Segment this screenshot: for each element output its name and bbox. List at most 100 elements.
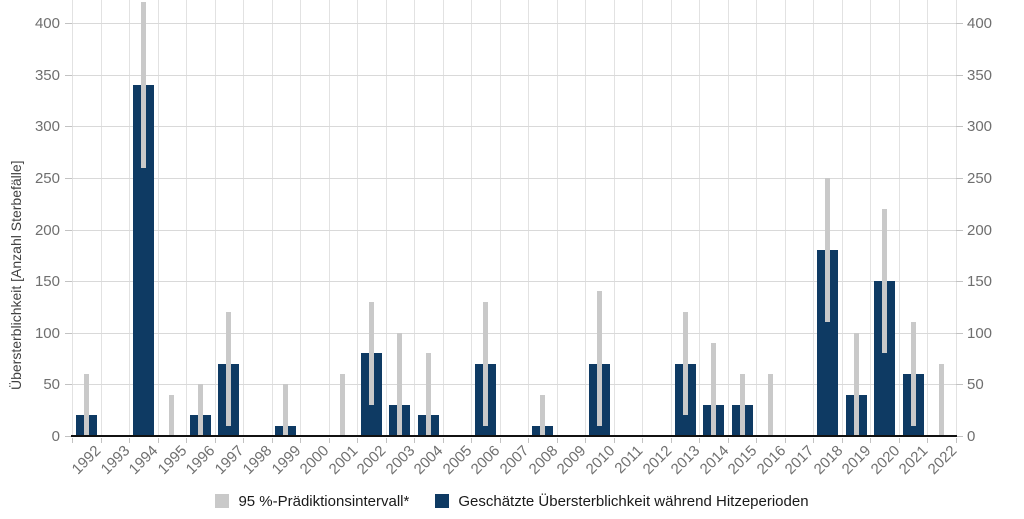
vertical-gridline [528, 0, 530, 436]
x-axis-tick [385, 438, 387, 443]
vertical-gridline [727, 0, 729, 436]
x-axis-tick [129, 438, 131, 443]
x-axis-label-2011: 2011 [611, 442, 647, 478]
prediction-interval-2015 [739, 374, 745, 436]
x-axis-tick [499, 438, 501, 443]
bar-1994 [132, 84, 154, 436]
legend-label-excess-mortality[interactable]: Geschätzte Übersterblichkeit während Hit… [458, 492, 809, 510]
x-axis-label-2018: 2018 [810, 442, 846, 478]
x-axis-tick [699, 438, 701, 443]
x-axis-tick [414, 438, 416, 443]
vertical-gridline [784, 0, 786, 436]
x-axis-tick [870, 438, 872, 443]
x-axis-tick [214, 438, 216, 443]
y-axis-tick-label-right: 150 [967, 273, 993, 291]
x-axis-tick [956, 438, 957, 443]
x-axis-label-2019: 2019 [838, 442, 875, 478]
x-axis-label-1998: 1998 [240, 442, 276, 478]
x-axis-line [71, 435, 957, 437]
legend-swatch-prediction-interval[interactable] [215, 494, 230, 508]
y-axis-tick-label-left: 0 [51, 428, 60, 445]
x-axis-tick [100, 438, 102, 443]
horizontal-gridline [72, 126, 956, 128]
x-axis-label-1995: 1995 [154, 442, 191, 478]
x-axis-tick [585, 438, 587, 443]
legend-label-prediction-interval[interactable]: 95 %-Prädiktionsintervall* [238, 492, 410, 510]
x-axis-label-1997: 1997 [211, 442, 248, 478]
prediction-interval-2008 [540, 394, 546, 436]
x-axis-tick [927, 438, 929, 443]
prediction-interval-2010 [597, 291, 603, 426]
vertical-gridline [385, 0, 387, 436]
legend-swatch-excess-mortality[interactable] [435, 494, 450, 508]
prediction-interval-1992 [83, 374, 89, 436]
horizontal-gridline [72, 23, 956, 24]
vertical-gridline [72, 0, 73, 436]
y-axis-tick-right [956, 436, 963, 437]
prediction-interval-1994 [140, 2, 146, 168]
vertical-gridline [186, 0, 188, 436]
vertical-gridline [271, 0, 273, 436]
x-axis-tick [328, 438, 330, 443]
x-axis-tick [756, 438, 758, 443]
y-axis-tick-label-left: 300 [34, 118, 60, 136]
y-axis-tick-left [65, 23, 72, 24]
y-axis-tick-label-left: 150 [34, 273, 60, 291]
prediction-interval-2020 [882, 208, 888, 354]
x-axis-tick [898, 438, 900, 443]
y-axis-tick-label-right: 100 [967, 324, 993, 342]
x-axis-tick [271, 438, 273, 443]
x-axis-label-2007: 2007 [496, 442, 533, 478]
x-axis-label-2008: 2008 [525, 442, 561, 478]
y-axis-tick-label-right: 250 [967, 169, 993, 187]
y-axis-tick-label-right: 50 [967, 376, 984, 394]
y-axis-tick-label-left: 200 [34, 221, 60, 239]
y-axis-tick-right [956, 332, 963, 334]
x-axis-label-2022: 2022 [924, 442, 961, 478]
x-axis-tick [784, 438, 786, 443]
prediction-interval-2004 [425, 353, 431, 436]
x-axis-label-2006: 2006 [468, 442, 504, 478]
vertical-gridline [157, 0, 159, 436]
prediction-interval-2002 [368, 301, 374, 406]
vertical-gridline [841, 0, 843, 436]
x-axis-label-1993: 1993 [97, 442, 134, 478]
x-axis-tick [556, 438, 558, 443]
x-axis-tick [243, 438, 245, 443]
y-axis-tick-label-right: 350 [967, 66, 993, 84]
y-axis-title: Übersterblichkeit [Anzahl Sterbefälle] [8, 160, 24, 390]
x-axis-tick [300, 438, 302, 443]
y-axis-tick-label-left: 250 [34, 169, 60, 187]
prediction-interval-2006 [482, 301, 488, 426]
y-axis-tick-left [65, 229, 72, 231]
x-axis-label-2001: 2001 [325, 442, 362, 478]
x-axis-label-1994: 1994 [125, 442, 162, 478]
horizontal-gridline [72, 177, 956, 179]
y-axis-tick-right [956, 74, 963, 76]
vertical-gridline [756, 0, 758, 436]
horizontal-gridline [72, 332, 956, 334]
vertical-gridline [613, 0, 615, 436]
vertical-gridline [870, 0, 872, 436]
prediction-interval-1999 [283, 384, 289, 436]
x-axis-tick [528, 438, 530, 443]
horizontal-gridline [72, 229, 956, 231]
vertical-gridline [243, 0, 245, 436]
x-axis-label-2014: 2014 [696, 442, 732, 478]
x-axis-tick [471, 438, 473, 443]
prediction-interval-2022 [939, 363, 945, 436]
x-axis-tick [157, 438, 159, 443]
x-axis-tick [186, 438, 188, 443]
x-axis-label-2005: 2005 [439, 442, 476, 478]
legend: 95 %-Prädiktionsintervall* Geschätzte Üb… [0, 490, 1024, 512]
y-axis-tick-right [956, 177, 963, 179]
x-axis-label-1999: 1999 [268, 442, 305, 478]
prediction-interval-1995 [169, 394, 175, 436]
vertical-gridline [214, 0, 216, 436]
vertical-gridline [699, 0, 701, 436]
vertical-gridline [357, 0, 359, 436]
y-axis-tick-left [65, 126, 72, 128]
vertical-gridline [100, 0, 102, 436]
prediction-interval-2001 [340, 374, 346, 436]
